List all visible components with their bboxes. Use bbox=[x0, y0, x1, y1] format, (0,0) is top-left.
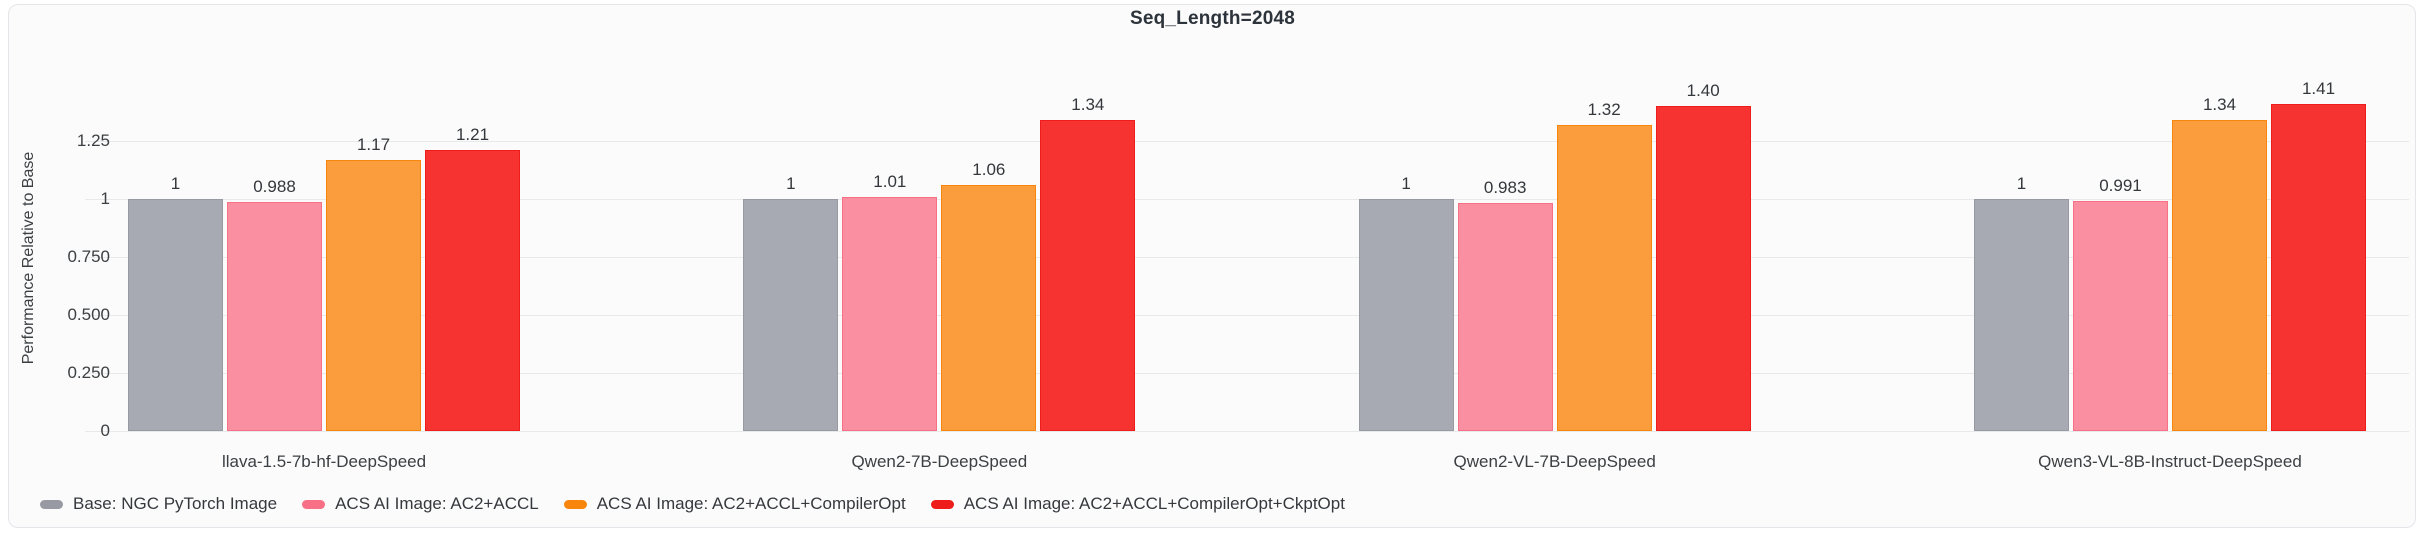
y-tick-label: 1.25 bbox=[76, 131, 110, 150]
y-tick-label: 0.500 bbox=[67, 305, 110, 324]
bar-value-label: 0.988 bbox=[253, 176, 296, 196]
category-label-2: Qwen2-7B-DeepSpeed bbox=[851, 452, 1028, 471]
bar-4-1[interactable] bbox=[425, 150, 520, 431]
bar-2-4[interactable] bbox=[2072, 201, 2168, 431]
legend-label: ACS AI Image: AC2+ACCL+CompilerOpt+CkptO… bbox=[963, 494, 1345, 513]
legend-label: Base: NGC PyTorch Image bbox=[73, 494, 278, 513]
legend-label: ACS AI Image: AC2+ACCL+CompilerOpt bbox=[596, 494, 906, 513]
category-label-1: llava-1.5-7b-hf-DeepSpeed bbox=[221, 452, 427, 471]
bar-1-3[interactable] bbox=[1358, 199, 1454, 431]
legend-item-3[interactable]: ACS AI Image: AC2+ACCL+CompilerOpt bbox=[563, 494, 906, 514]
category-label-3: Qwen2-VL-7B-DeepSpeed bbox=[1453, 452, 1656, 471]
y-tick-label: 0 bbox=[100, 421, 110, 440]
bar-1-4[interactable] bbox=[1973, 199, 2069, 431]
legend-swatch-icon bbox=[40, 499, 63, 509]
bar-2-3[interactable] bbox=[1457, 202, 1553, 431]
bar-value-label: 1.34 bbox=[2202, 95, 2237, 115]
legend-item-2[interactable]: ACS AI Image: AC2+ACCL bbox=[302, 494, 539, 514]
bar-3-3[interactable] bbox=[1556, 124, 1652, 431]
legend-item-4[interactable]: ACS AI Image: AC2+ACCL+CompilerOpt+CkptO… bbox=[930, 494, 1345, 514]
bar-4-4[interactable] bbox=[2270, 103, 2366, 431]
gridline bbox=[85, 199, 2409, 200]
bar-3-2[interactable] bbox=[941, 185, 1037, 431]
gridline bbox=[85, 373, 2409, 374]
bar-value-label: 1.06 bbox=[972, 160, 1006, 180]
gridline bbox=[85, 141, 2409, 142]
category-label-4: Qwen3-VL-8B-Instruct-DeepSpeed bbox=[2038, 452, 2302, 471]
legend-swatch-icon bbox=[302, 499, 326, 509]
bar-value-label: 1.41 bbox=[2301, 78, 2336, 98]
bar-1-2[interactable] bbox=[743, 199, 839, 431]
legend-item-1[interactable]: Base: NGC PyTorch Image bbox=[40, 494, 277, 514]
bar-value-label: 0.991 bbox=[2099, 176, 2142, 196]
gridline bbox=[85, 431, 2409, 432]
bar-value-label: 1.17 bbox=[356, 134, 391, 154]
bar-value-label: 1.34 bbox=[1071, 95, 1105, 115]
legend-swatch-icon bbox=[930, 499, 954, 509]
legend: Base: NGC PyTorch Image ACS AI Image: AC2… bbox=[40, 494, 1345, 514]
legend-swatch-icon bbox=[563, 499, 587, 509]
bar-value-label: 1.32 bbox=[1587, 99, 1621, 119]
gridline bbox=[85, 257, 2409, 258]
bar-4-2[interactable] bbox=[1040, 120, 1136, 431]
bar-value-label: 1 bbox=[786, 174, 796, 193]
bar-value-label: 1 bbox=[170, 174, 181, 193]
bar-value-label: 1.21 bbox=[455, 125, 490, 145]
bar-3-1[interactable] bbox=[326, 159, 421, 431]
y-tick-label: 1 bbox=[100, 189, 110, 208]
bar-1-1[interactable] bbox=[128, 199, 223, 431]
bar-value-label: 1 bbox=[1401, 174, 1411, 193]
bar-value-label: 1 bbox=[2016, 174, 2027, 193]
chart-title: Seq_Length=2048 bbox=[1129, 8, 1296, 29]
bar-2-2[interactable] bbox=[842, 196, 938, 431]
bar-value-label: 0.983 bbox=[1483, 177, 1527, 197]
bar-3-4[interactable] bbox=[2171, 120, 2267, 431]
bar-4-3[interactable] bbox=[1655, 106, 1751, 431]
y-tick-label: 0.750 bbox=[67, 247, 110, 266]
legend-label: ACS AI Image: AC2+ACCL bbox=[335, 494, 539, 513]
bar-value-label: 1.01 bbox=[873, 171, 907, 191]
gridline bbox=[85, 315, 2409, 316]
bar-2-1[interactable] bbox=[227, 201, 322, 431]
y-tick-label: 0.250 bbox=[67, 363, 110, 382]
bar-value-label: 1.40 bbox=[1686, 81, 1720, 101]
